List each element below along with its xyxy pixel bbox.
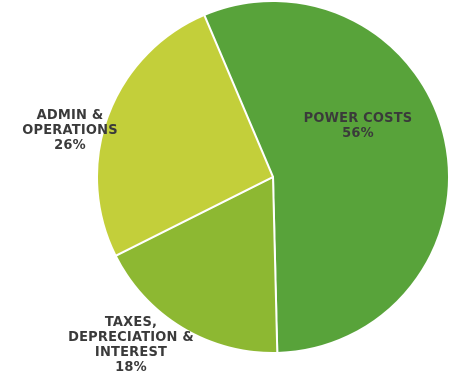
- pie-slice-value-0: 56%: [342, 126, 374, 141]
- pie-slice-label-line: POWER COSTS: [304, 111, 413, 126]
- pie-labels: POWER COSTS 56% TAXES, DEPRECIATION & INTERE…: [22, 108, 412, 375]
- pie-slice-1: [114, 176, 279, 354]
- pie-slice-label-0: POWER COSTS 56%: [304, 111, 413, 141]
- pie-slice-label-line: DEPRECIATION &: [68, 330, 194, 345]
- pie-slice-0: [203, 0, 450, 354]
- pie-slice-label-1: TAXES, DEPRECIATION & INTEREST 18%: [68, 315, 194, 375]
- pie-slice-value-1: 18%: [115, 360, 147, 375]
- pie-slice-label-line: INTEREST: [95, 345, 167, 360]
- pie-slice-label-line: OPERATIONS: [22, 123, 118, 138]
- pie-slice-label-line: TAXES,: [105, 315, 157, 330]
- pie-slice-value-2: 26%: [54, 138, 86, 153]
- pie-slice-label-line: ADMIN &: [37, 108, 104, 123]
- pie-slices: [96, 0, 450, 354]
- pie-slice-label-2: ADMIN & OPERATIONS 26%: [22, 108, 118, 153]
- pie-slice-2: [96, 13, 274, 257]
